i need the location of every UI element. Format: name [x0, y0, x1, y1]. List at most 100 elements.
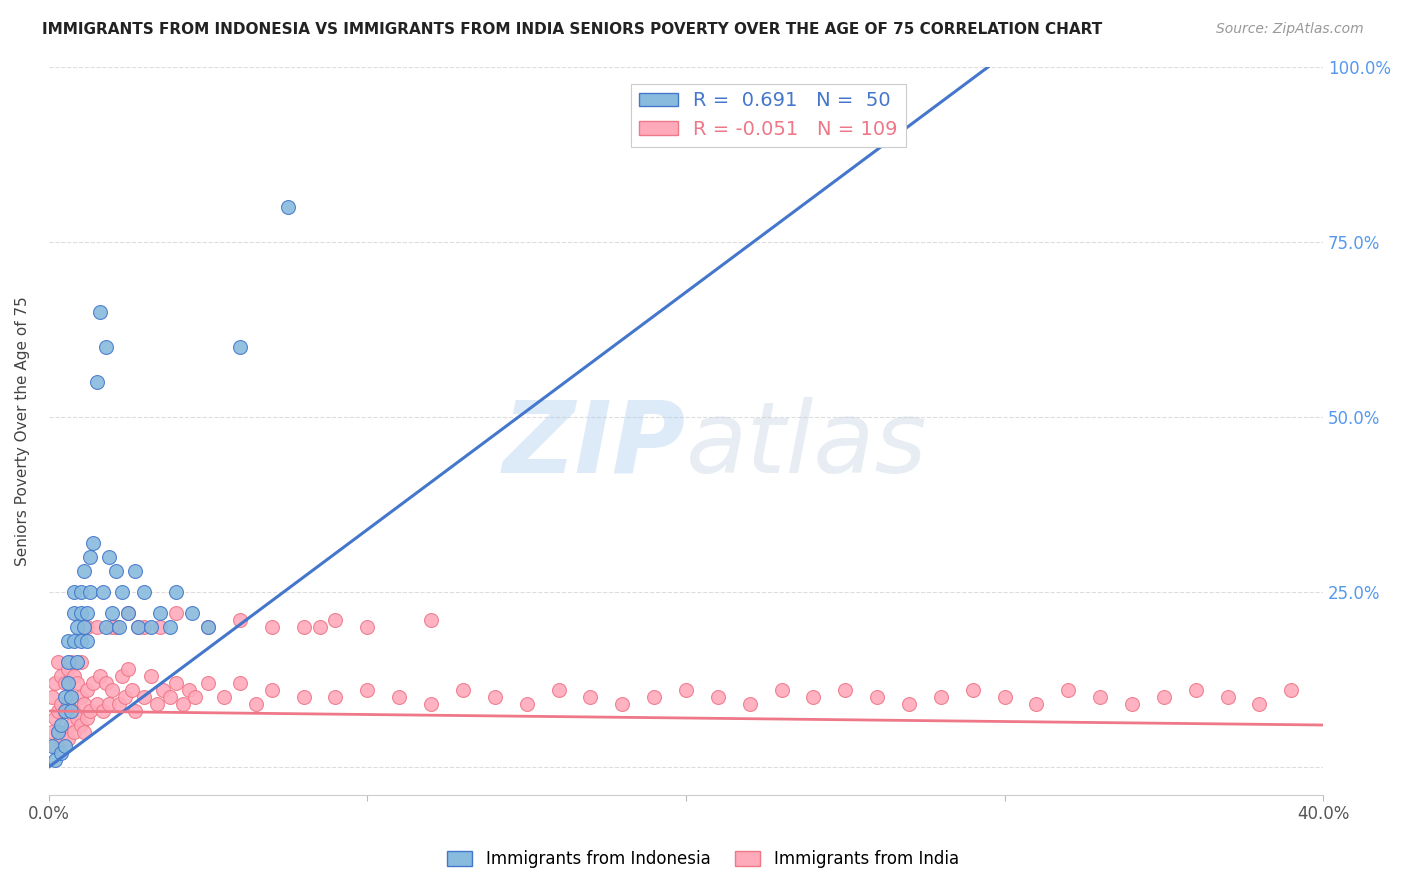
Point — [104, 620, 127, 634]
Point — [79, 549, 101, 564]
Point — [73, 725, 96, 739]
Point — [484, 690, 506, 704]
Point — [146, 697, 169, 711]
Point — [51, 669, 73, 683]
Point — [117, 662, 139, 676]
Point — [76, 683, 98, 698]
Point — [172, 697, 194, 711]
Point — [66, 655, 89, 669]
Point — [149, 606, 172, 620]
Point — [101, 606, 124, 620]
Point — [66, 676, 89, 690]
Point — [124, 564, 146, 578]
Point — [152, 683, 174, 698]
Text: IMMIGRANTS FROM INDONESIA VS IMMIGRANTS FROM INDIA SENIORS POVERTY OVER THE AGE : IMMIGRANTS FROM INDONESIA VS IMMIGRANTS … — [42, 22, 1102, 37]
Point — [181, 606, 204, 620]
Point — [51, 697, 73, 711]
Point — [41, 690, 63, 704]
Point — [292, 620, 315, 634]
Point — [63, 634, 86, 648]
Point — [63, 725, 86, 739]
Point — [197, 620, 219, 634]
Point — [46, 725, 69, 739]
Point — [117, 606, 139, 620]
Point — [51, 718, 73, 732]
Point — [69, 585, 91, 599]
Legend: R =  0.691   N =  50, R = -0.051   N = 109: R = 0.691 N = 50, R = -0.051 N = 109 — [631, 84, 905, 147]
Point — [46, 704, 69, 718]
Point — [260, 683, 283, 698]
Point — [1249, 697, 1271, 711]
Point — [53, 676, 76, 690]
Point — [962, 683, 984, 698]
Point — [356, 620, 378, 634]
Point — [94, 676, 117, 690]
Point — [44, 753, 66, 767]
Point — [111, 669, 134, 683]
Point — [53, 690, 76, 704]
Point — [60, 690, 83, 704]
Point — [134, 585, 156, 599]
Point — [46, 725, 69, 739]
Point — [579, 690, 602, 704]
Point — [60, 704, 83, 718]
Point — [53, 725, 76, 739]
Point — [149, 620, 172, 634]
Point — [1025, 697, 1047, 711]
Point — [177, 683, 200, 698]
Point — [41, 739, 63, 753]
Point — [229, 613, 252, 627]
Point — [60, 655, 83, 669]
Point — [134, 690, 156, 704]
Point — [184, 690, 207, 704]
Point — [44, 711, 66, 725]
Point — [139, 669, 162, 683]
Point — [643, 690, 665, 704]
Point — [56, 662, 79, 676]
Point — [98, 549, 121, 564]
Point — [834, 683, 856, 698]
Point — [897, 697, 920, 711]
Point — [56, 676, 79, 690]
Point — [69, 655, 91, 669]
Point — [86, 620, 108, 634]
Point — [89, 305, 111, 319]
Point — [124, 704, 146, 718]
Text: ZIP: ZIP — [503, 397, 686, 494]
Point — [707, 690, 730, 704]
Point — [82, 676, 104, 690]
Point — [1279, 683, 1302, 698]
Point — [1184, 683, 1206, 698]
Point — [388, 690, 411, 704]
Point — [53, 739, 76, 753]
Point — [63, 606, 86, 620]
Point — [76, 634, 98, 648]
Point — [165, 585, 187, 599]
Point — [41, 725, 63, 739]
Point — [111, 585, 134, 599]
Point — [53, 704, 76, 718]
Point — [63, 585, 86, 599]
Point — [117, 606, 139, 620]
Point — [69, 634, 91, 648]
Point — [159, 620, 181, 634]
Point — [738, 697, 761, 711]
Point — [56, 732, 79, 747]
Point — [66, 620, 89, 634]
Point — [165, 606, 187, 620]
Point — [56, 697, 79, 711]
Point — [76, 711, 98, 725]
Point — [165, 676, 187, 690]
Point — [73, 620, 96, 634]
Point — [1088, 690, 1111, 704]
Point — [94, 620, 117, 634]
Legend: Immigrants from Indonesia, Immigrants from India: Immigrants from Indonesia, Immigrants fr… — [440, 844, 966, 875]
Point — [114, 690, 136, 704]
Point — [516, 697, 538, 711]
Point — [108, 697, 131, 711]
Point — [91, 585, 114, 599]
Point — [104, 564, 127, 578]
Y-axis label: Seniors Poverty Over the Age of 75: Seniors Poverty Over the Age of 75 — [15, 296, 30, 566]
Point — [547, 683, 569, 698]
Point — [277, 200, 299, 214]
